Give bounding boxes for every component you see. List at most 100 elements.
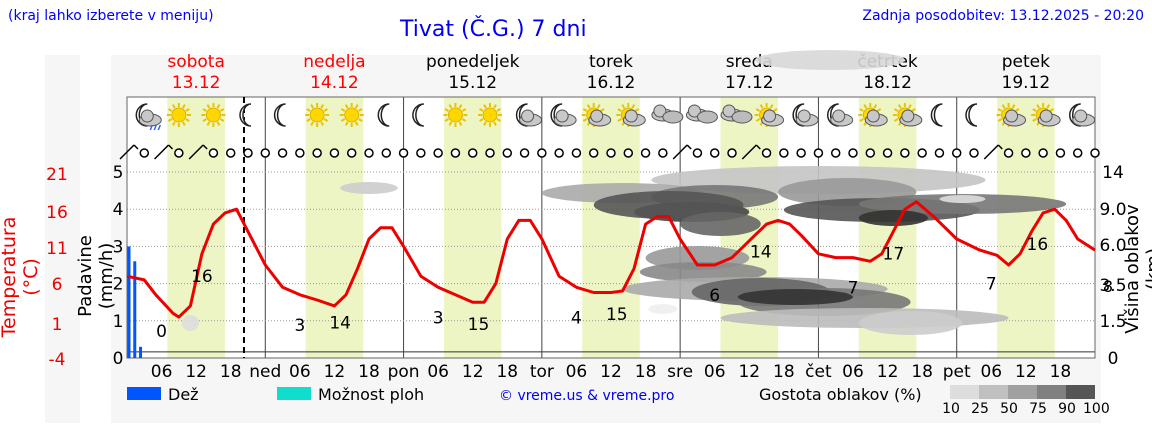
precip-tick: 5 [113,163,124,183]
cloud-height-tick: 14 [1102,163,1124,183]
daylight-band [997,97,1055,358]
sun-ray [323,108,329,112]
sun-ray [496,108,501,112]
temperature-tick: 21 [46,165,68,185]
page-title: Tivat (Č.G.) 7 dni [400,17,587,42]
sun-ray [181,104,186,109]
daylight-band [443,97,502,358]
sun-ray [897,104,902,109]
wind-calm-marker [381,148,392,158]
clouds-icon [651,104,684,124]
wind-calm-marker [364,148,374,158]
sun-ray [185,108,190,112]
sun-ray [354,104,359,109]
cloud-puff [1005,109,1019,123]
wind-calm-marker [606,148,616,158]
wind-calm-marker [225,148,236,158]
cloud-puff [1074,109,1088,123]
sun-ray [185,118,190,122]
sun-ray [461,118,467,122]
left-axis-panel [45,55,80,423]
wind-calm-marker [329,148,340,158]
sun-ray [493,104,497,109]
wind-calm-marker [139,148,150,158]
sun-ray [219,108,225,112]
sun-ray [1014,108,1020,112]
sun-icon [339,103,364,127]
day-date-6: 19.12 [1001,73,1051,93]
sun-ray [216,121,221,126]
x-tick-label: čet [805,362,832,382]
x-tick-label: sre [667,362,693,382]
copyright-link[interactable]: © vreme.us & vreme.pro [499,388,675,404]
wind-calm-marker [934,148,945,158]
legend-storm-swatch [277,387,311,400]
sun-cloud-icon [581,103,612,127]
sun-ray [310,121,315,126]
sun-ray [873,104,878,109]
x-tick-label: 18 [220,362,242,382]
temperature-value-label: 16 [191,267,213,287]
cloud-blob [593,191,744,219]
sun-ray [759,104,764,109]
wind-calm-marker [969,148,979,158]
wind-calm-marker [588,148,599,158]
temperature-value-label: 6 [709,286,720,306]
wind-calm-marker [295,148,305,158]
temperature-value-label: 3 [433,308,444,328]
x-tick-label: 12 [462,362,484,382]
temperature-value-label: 16 [1027,235,1049,255]
sun-ray [320,104,325,109]
cloud-height-tick: 0 [1108,349,1119,369]
wind-barb-tick [168,144,174,150]
sun-cloud-icon [892,103,923,127]
sun-ray [216,104,221,109]
x-tick-label: 06 [980,362,1002,382]
cloud-blob [737,289,854,305]
sun-ray [859,108,864,112]
sun-ray [202,118,208,122]
x-tick-label: 12 [877,362,899,382]
temperature-tick: 11 [46,239,68,259]
wind-calm-marker [848,148,858,158]
moon-icon [412,103,424,127]
cloud-height-axis-title: Višina oblakov (km) [1122,204,1152,334]
cloud-puff [866,109,880,123]
wind-calm-marker [727,148,737,158]
sun-ray [600,108,605,112]
sun-ray [444,118,450,122]
wind-calm-marker [277,148,288,158]
wind-barb-tick [755,144,761,150]
x-tick-label: 12 [185,362,207,382]
wind-barb [188,144,204,160]
cloud-puff [901,109,915,123]
sun-ray [582,108,588,112]
day-name-0: sobota [167,52,225,72]
temperature-end-label: 8 [1103,277,1113,296]
sun-ray [320,121,325,126]
cloud-height-tick: 1.5 [1099,312,1126,332]
x-tick-label: 18 [911,362,933,382]
wind-calm-marker [502,148,513,158]
x-tick-label: 12 [600,362,622,382]
cloud-shape [662,110,684,124]
x-tick-label: 18 [773,362,795,382]
wind-calm-marker [208,148,219,158]
sun-ray [876,108,882,112]
sun-ray [755,108,761,112]
cloud-puff [1039,109,1053,123]
temperature-tick: -4 [49,350,66,370]
moon-icon [239,103,252,127]
location-menu-hint[interactable]: (kraj lahko izberete v meniju) [8,8,214,24]
sun-icon [443,103,468,127]
x-tick-label: 12 [324,362,346,382]
cloud-blob [648,304,678,314]
cloud-density-legend-title: Gostota oblakov (%) [759,385,922,404]
wind-calm-marker [571,148,582,158]
wind-barb [983,144,999,160]
moon-cloud-icon [1069,103,1096,127]
wind-calm-marker [865,148,876,158]
wind-calm-marker [174,148,184,158]
sun-ray [893,108,899,112]
precip-tick: 3 [113,237,124,257]
